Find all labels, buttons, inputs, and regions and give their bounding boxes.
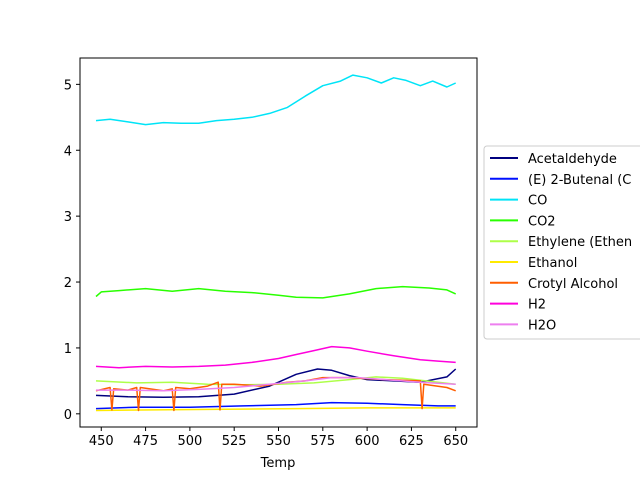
x-tick-label: 600 (355, 434, 380, 449)
y-tick-label: 3 (64, 210, 72, 225)
x-tick-label: 475 (133, 434, 158, 449)
y-tick-label: 5 (64, 78, 72, 93)
legend-label-5: Ethanol (528, 256, 577, 271)
series-line-3 (95, 285, 457, 299)
x-tick-label: 500 (177, 434, 202, 449)
series-line-5 (95, 407, 456, 412)
x-tick-label: 525 (222, 434, 247, 449)
legend: Acetaldehyde (E) 2-Butenal (C CO CO2 Ethylen… (483, 145, 640, 340)
x-axis: 450 475 500 525 550 575 600 625 650 (89, 427, 468, 449)
series-line-2 (95, 74, 457, 126)
x-tick-label: 450 (89, 434, 114, 449)
legend-label-2: CO (528, 194, 547, 209)
legend-label-7: H2 (528, 298, 546, 313)
x-tick-label: 575 (310, 434, 335, 449)
y-tick-label: 2 (64, 276, 72, 291)
series-line-4 (95, 376, 456, 386)
y-tick-label: 4 (64, 144, 72, 159)
legend-label-3: CO2 (528, 214, 556, 229)
y-tick-label: 1 (64, 342, 72, 357)
legend-label-4: Ethylene (Ethen (528, 235, 632, 250)
legend-label-6: Crotyl Alcohol (528, 277, 618, 292)
series-line-1 (95, 401, 456, 410)
legend-label-0: Acetaldehyde (528, 152, 617, 167)
x-tick-label: 625 (399, 434, 424, 449)
series-layer (95, 74, 457, 412)
series-line-8 (96, 376, 456, 392)
y-tick-label: 0 (64, 408, 72, 423)
y-axis: 0 1 2 3 4 5 (64, 78, 80, 423)
plot-frame (79, 57, 478, 428)
legend-label-8: H2O (528, 318, 556, 333)
legend-box (483, 145, 640, 340)
x-tick-label: 550 (266, 434, 291, 449)
legend-label-1: (E) 2-Butenal (C (528, 173, 631, 188)
x-tick-label: 650 (443, 434, 468, 449)
series-line-7 (95, 345, 456, 369)
x-axis-title: Temp (260, 456, 296, 471)
